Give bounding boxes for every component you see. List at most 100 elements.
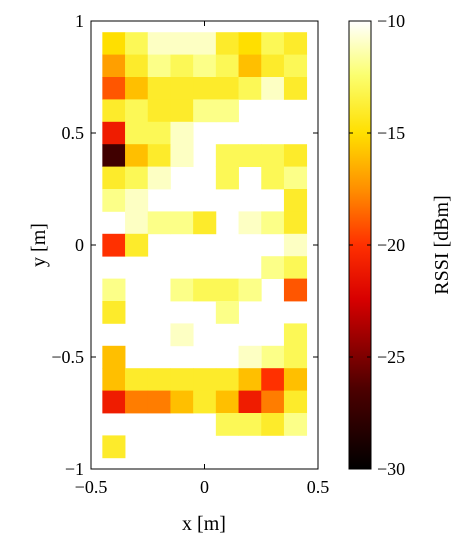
heatmap-cell: [215, 77, 239, 100]
heatmap-cell: [261, 368, 285, 391]
heatmap-cell: [102, 121, 126, 145]
heatmap-cell: [147, 54, 171, 78]
heatmap-cell: [215, 390, 239, 414]
heatmap-cell: [215, 144, 239, 167]
heatmap-cell: [193, 368, 217, 391]
heatmap-cell: [102, 144, 126, 167]
heatmap-cell: [261, 211, 285, 235]
heatmap-cell: [102, 368, 126, 391]
heatmap-cell: [102, 54, 126, 78]
colorbar-ticks: −10 −15 −20 −25 −30: [349, 11, 405, 479]
heatmap-cell: [147, 390, 171, 414]
heatmap-cell: [261, 166, 285, 190]
heatmap-cell: [125, 77, 149, 100]
x-axis-label: x [m]: [182, 513, 226, 535]
colorbar-tick-label: −25: [377, 347, 405, 367]
heatmap-cell: [170, 54, 194, 78]
colorbar-tick-label: −30: [377, 459, 405, 479]
heatmap-cell: [283, 189, 308, 212]
heatmap-cell: [102, 77, 126, 100]
heatmap-cell: [283, 413, 308, 436]
heatmap-cell: [102, 166, 126, 190]
heatmap-cell: [283, 32, 308, 55]
heatmap-cell: [125, 121, 149, 145]
x-tick-label: 0.5: [307, 477, 330, 497]
y-tick-label: −0.5: [51, 347, 84, 367]
y-axis-label: y [m]: [28, 223, 50, 267]
heatmap-cell: [283, 323, 308, 347]
heatmap-cell: [147, 211, 171, 235]
y-tick-label: 1: [75, 11, 84, 31]
y-tick-label: 0: [75, 235, 84, 255]
heatmap-cell: [170, 211, 194, 235]
heatmap-cell: [283, 54, 308, 78]
colorbar-tick-label: −20: [377, 235, 405, 255]
heatmap-cell: [170, 144, 194, 167]
heatmap-cell: [283, 345, 308, 369]
heatmap-cell: [261, 54, 285, 78]
heatmap-cell: [238, 32, 262, 55]
heatmap-cell: [238, 54, 262, 78]
heatmap-cell: [283, 233, 308, 257]
heatmap-cell: [170, 99, 194, 123]
heatmap-cell: [125, 32, 149, 55]
heatmap-cell: [102, 233, 126, 257]
heatmap-cell: [147, 121, 171, 145]
heatmap-cell: [125, 368, 149, 391]
heatmap-cell: [193, 390, 217, 414]
heatmap-cell: [102, 301, 126, 324]
heatmap-cell: [170, 32, 194, 55]
heatmap-cell: [283, 77, 308, 100]
heatmap-cell: [102, 278, 126, 302]
heatmap-cell: [215, 413, 239, 436]
heatmap-cell: [283, 211, 308, 235]
heatmap-cell: [215, 301, 239, 324]
heatmap-cell: [215, 99, 239, 123]
y-tick-label: 0.5: [62, 123, 85, 143]
heatmap-cell: [283, 368, 308, 391]
heatmap-cell: [170, 390, 194, 414]
heatmap-cell: [125, 233, 149, 257]
heatmap-cell: [215, 278, 239, 302]
heatmap-cell: [283, 278, 308, 302]
heatmap-cell: [193, 278, 217, 302]
heatmap-cell: [102, 435, 126, 459]
heatmap-cell: [238, 390, 262, 414]
heatmap-cell: [215, 54, 239, 78]
heatmap-cell: [170, 121, 194, 145]
heatmap-cell: [125, 144, 149, 167]
heatmap-cells: [102, 32, 308, 459]
heatmap-cell: [170, 278, 194, 302]
heatmap-cell: [238, 77, 262, 100]
heatmap-cell: [125, 166, 149, 190]
heatmap-cell: [147, 99, 171, 123]
heatmap-cell: [147, 32, 171, 55]
heatmap-cell: [125, 189, 149, 212]
heatmap-cell: [238, 144, 262, 167]
heatmap-cell: [261, 390, 285, 414]
heatmap-cell: [125, 390, 149, 414]
heatmap-cell: [102, 99, 126, 123]
heatmap-cell: [215, 368, 239, 391]
heatmap-cell: [238, 278, 262, 302]
heatmap-cell: [238, 211, 262, 235]
colorbar-label: RSSI [dBm]: [431, 195, 453, 294]
y-tick-label: −1: [65, 459, 84, 479]
heatmap-cell: [283, 256, 308, 279]
heatmap-cell: [170, 77, 194, 100]
heatmap-cell: [193, 54, 217, 78]
heatmap-cell: [125, 211, 149, 235]
colorbar-tick-label: −10: [377, 11, 405, 31]
heatmap-cell: [283, 144, 308, 167]
heatmap-cell: [193, 211, 217, 235]
x-tick-label: −0.5: [75, 477, 108, 497]
heatmap-cell: [261, 413, 285, 436]
heatmap-cell: [261, 256, 285, 279]
heatmap-cell: [193, 32, 217, 55]
heatmap-cell: [283, 390, 308, 414]
x-tick-label: 0: [200, 477, 209, 497]
heatmap-cell: [102, 390, 126, 414]
heatmap-cell: [102, 189, 126, 212]
heatmap-cell: [283, 166, 308, 190]
heatmap-cell: [238, 345, 262, 369]
